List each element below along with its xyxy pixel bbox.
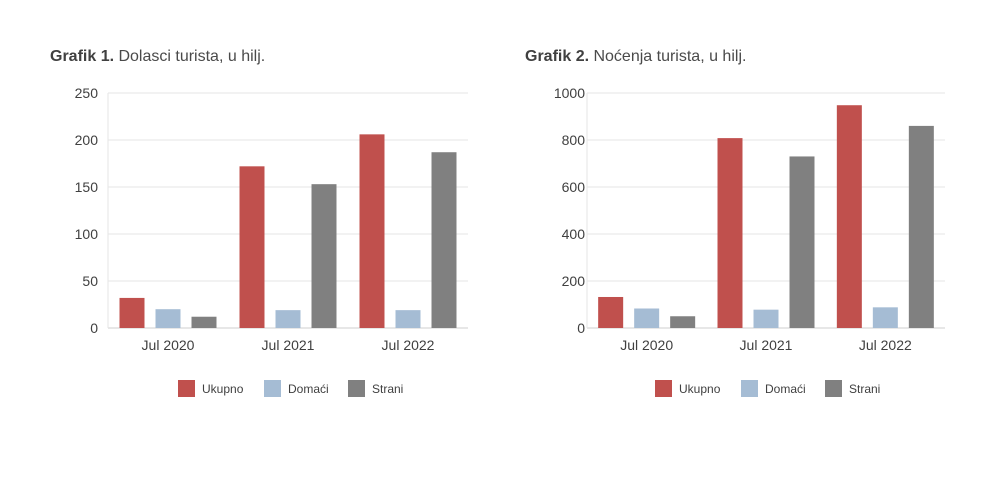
chart-nocenja: Grafik 2. Noćenja turista, u hilj. 0 200 4… [475, 0, 955, 491]
y-tick-label: 50 [82, 273, 98, 289]
legend-swatch-domaci [741, 380, 758, 397]
bar-strani-2 [908, 125, 934, 329]
bar-domaci-0 [634, 308, 660, 328]
x-category-label: Jul 2021 [262, 337, 315, 353]
bar-ukupno-0 [119, 297, 145, 328]
y-tick-label: 0 [577, 320, 585, 336]
legend-label: Strani [372, 382, 403, 396]
legend-label: Ukupno [679, 382, 721, 396]
legend-swatch-domaci [264, 380, 281, 397]
bar-domaci-1 [753, 309, 779, 328]
chart-dolasci: Grafik 1. Dolasci turista, u hilj. 0 50 10… [0, 0, 480, 491]
legend-label: Strani [849, 382, 880, 396]
x-category-label: Jul 2021 [740, 337, 793, 353]
bar-ukupno-2 [836, 105, 862, 328]
bar-chart-dolasci: 0 50 100 150 200 250 Jul 2020 Jul 2021 Jul 2022 U… [75, 85, 468, 397]
chart-title-text: Noćenja turista, u hilj. [589, 48, 747, 65]
bar-domaci-2 [395, 310, 421, 328]
bar-strani-1 [789, 156, 815, 328]
bar-domaci-0 [155, 309, 181, 328]
y-tick-label: 200 [562, 273, 586, 289]
legend-swatch-ukupno [178, 380, 195, 397]
x-category-label: Jul 2020 [142, 337, 195, 353]
bar-strani-0 [670, 316, 696, 328]
y-tick-label: 600 [562, 179, 586, 195]
legend-label: Domaći [765, 382, 806, 396]
legend-swatch-ukupno [655, 380, 672, 397]
chart-title: Grafik 1. Dolasci turista, u hilj. [50, 48, 265, 66]
bar-domaci-1 [275, 310, 301, 328]
bar-ukupno-0 [598, 296, 624, 328]
legend-label: Ukupno [202, 382, 244, 396]
x-category-label: Jul 2022 [859, 337, 912, 353]
bar-chart-nocenja: 0 200 400 600 800 1000 Jul 2020 Jul 2021 Jul 202… [554, 85, 945, 397]
chart-title: Grafik 2. Noćenja turista, u hilj. [525, 48, 746, 66]
y-tick-label: 250 [75, 85, 99, 101]
bar-domaci-2 [872, 307, 898, 328]
legend-swatch-strani [348, 380, 365, 397]
legend-swatch-strani [825, 380, 842, 397]
y-tick-label: 100 [75, 226, 99, 242]
y-tick-label: 200 [75, 132, 99, 148]
y-tick-label: 150 [75, 179, 99, 195]
y-tick-label: 0 [90, 320, 98, 336]
x-category-label: Jul 2020 [620, 337, 673, 353]
y-tick-label: 800 [562, 132, 586, 148]
bar-strani-1 [311, 184, 337, 328]
x-category-label: Jul 2022 [382, 337, 435, 353]
bar-ukupno-1 [239, 166, 265, 328]
bar-ukupno-1 [717, 138, 743, 328]
bar-ukupno-2 [359, 134, 385, 328]
chart-title-text: Dolasci turista, u hilj. [114, 48, 266, 65]
y-tick-label: 1000 [554, 85, 585, 101]
bar-strani-0 [191, 316, 217, 328]
chart-title-prefix: Grafik 1. [50, 48, 115, 65]
chart-title-prefix: Grafik 2. [525, 48, 590, 65]
bar-strani-2 [431, 152, 457, 328]
legend-label: Domaći [288, 382, 329, 396]
y-tick-label: 400 [562, 226, 586, 242]
